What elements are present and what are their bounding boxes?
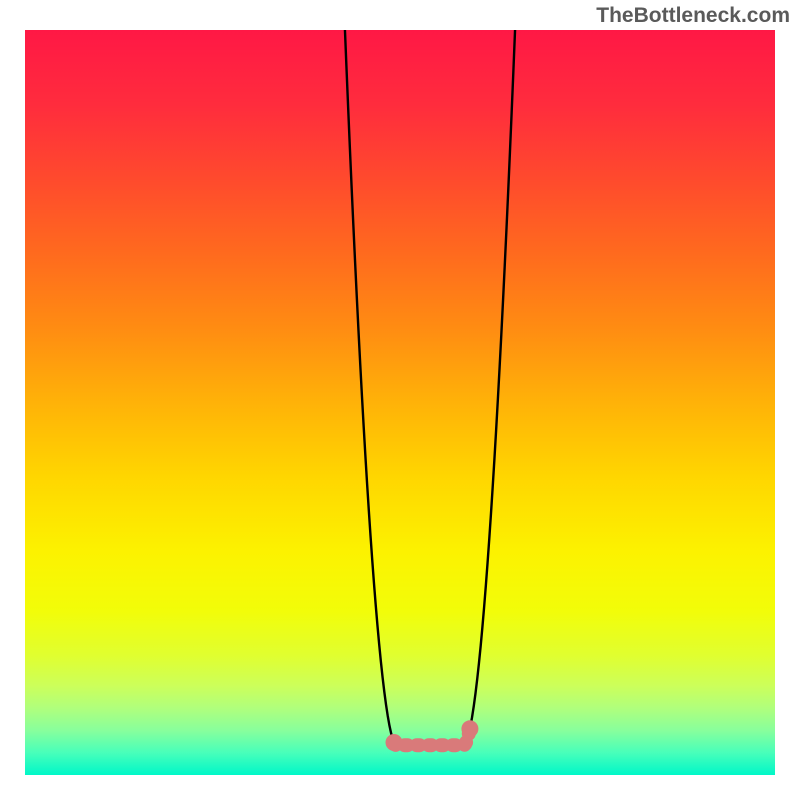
chart-svg — [25, 30, 775, 775]
chart-background — [25, 30, 775, 775]
plot-area — [25, 30, 775, 775]
chart-container: TheBottleneck.com — [0, 0, 800, 800]
watermark-text: TheBottleneck.com — [596, 4, 790, 28]
